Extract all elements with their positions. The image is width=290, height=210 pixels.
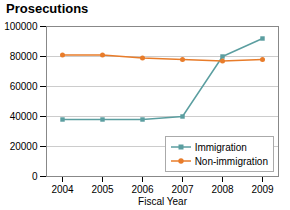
svg-text:0: 0 (32, 171, 38, 182)
svg-text:2004: 2004 (51, 184, 74, 195)
svg-text:2007: 2007 (171, 184, 194, 195)
svg-text:100000: 100000 (4, 21, 38, 32)
svg-text:2006: 2006 (131, 184, 154, 195)
svg-text:20000: 20000 (10, 141, 38, 152)
html-text:Non-immigration: Non-immigration (194, 155, 268, 167)
html-text:Prosecutions: Prosecutions (6, 1, 89, 16)
svg-text:2005: 2005 (91, 184, 114, 195)
svg-text:80000: 80000 (10, 51, 38, 62)
svg-text:Fiscal Year: Fiscal Year (138, 196, 188, 207)
html-text:Immigration: Immigration (194, 141, 247, 153)
svg-text:2008: 2008 (211, 184, 234, 195)
svg-text:40000: 40000 (10, 111, 38, 122)
svg-text:2009: 2009 (251, 184, 274, 195)
svg-text:60000: 60000 (10, 81, 38, 92)
